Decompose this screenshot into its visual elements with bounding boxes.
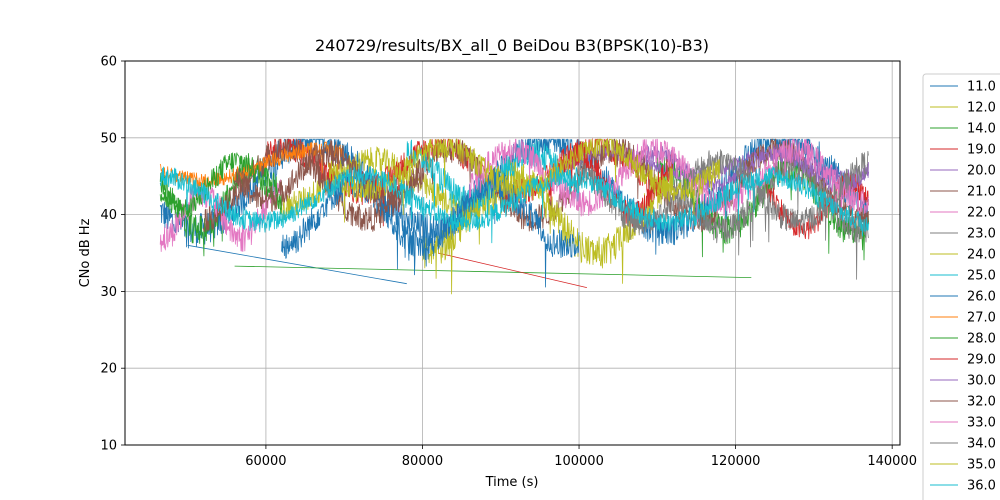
legend-label: 24.0 bbox=[967, 248, 996, 263]
y-tick-label: 60 bbox=[100, 55, 117, 70]
legend-label: 20.0 bbox=[967, 164, 996, 179]
legend-label: 25.0 bbox=[967, 269, 996, 284]
y-tick-label: 50 bbox=[100, 131, 117, 146]
plot-frame bbox=[124, 60, 901, 446]
x-tick-label: 60000 bbox=[245, 454, 286, 469]
series-line-22.0 bbox=[159, 177, 282, 252]
x-axis-label: Time (s) bbox=[485, 475, 539, 490]
x-tick-label: 120000 bbox=[711, 454, 761, 469]
legend-label: 33.0 bbox=[967, 416, 996, 431]
series-line-33.0 bbox=[469, 138, 870, 223]
series-link-11.0 bbox=[187, 244, 407, 285]
legend-label: 21.0 bbox=[967, 185, 996, 200]
legend-label: 29.0 bbox=[967, 353, 996, 368]
legend-label: 35.0 bbox=[967, 458, 996, 473]
series-line-34.0 bbox=[578, 149, 869, 243]
chart-title: 240729/results/BX_all_0 BeiDou B3(BPSK(1… bbox=[315, 36, 709, 56]
legend-label: 32.0 bbox=[967, 395, 996, 410]
y-axis-label: CNo dB Hz bbox=[78, 218, 93, 287]
legend-label: 28.0 bbox=[967, 332, 996, 347]
y-tick-label: 20 bbox=[100, 362, 117, 377]
legend-label: 11.0 bbox=[967, 80, 996, 95]
legend: 11.0 12.0 14.0 19.0 20.0 21.0 22.0 23.0 24.0 25.0… bbox=[922, 73, 1000, 500]
y-tick-label: 10 bbox=[100, 439, 117, 454]
series-layer bbox=[159, 137, 870, 295]
x-tick-label: 100000 bbox=[554, 454, 604, 469]
series-link-14.0 bbox=[234, 265, 752, 278]
ticks: 60000 80000 100000 120000 140000 10 20 30 40 50 60 bbox=[100, 55, 917, 470]
legend-label: 27.0 bbox=[967, 311, 996, 326]
legend-label: 26.0 bbox=[967, 290, 996, 305]
legend-label: 36.0 bbox=[967, 479, 996, 494]
x-tick-label: 140000 bbox=[867, 454, 917, 469]
legend-label: 23.0 bbox=[967, 227, 996, 242]
series-link-19.0 bbox=[438, 252, 587, 288]
series-line-28.0 bbox=[159, 152, 282, 218]
legend-label: 30.0 bbox=[967, 374, 996, 389]
y-tick-label: 40 bbox=[100, 208, 117, 223]
legend-box bbox=[922, 73, 1000, 500]
legend-label: 19.0 bbox=[967, 143, 996, 158]
legend-label: 22.0 bbox=[967, 206, 996, 221]
series-line-36.0 bbox=[159, 165, 869, 244]
legend-label: 34.0 bbox=[967, 437, 996, 452]
plot-area bbox=[159, 137, 870, 295]
y-tick-label: 30 bbox=[100, 285, 117, 300]
legend-label: 14.0 bbox=[967, 122, 996, 137]
x-tick-label: 80000 bbox=[402, 454, 443, 469]
legend-label: 12.0 bbox=[967, 101, 996, 116]
